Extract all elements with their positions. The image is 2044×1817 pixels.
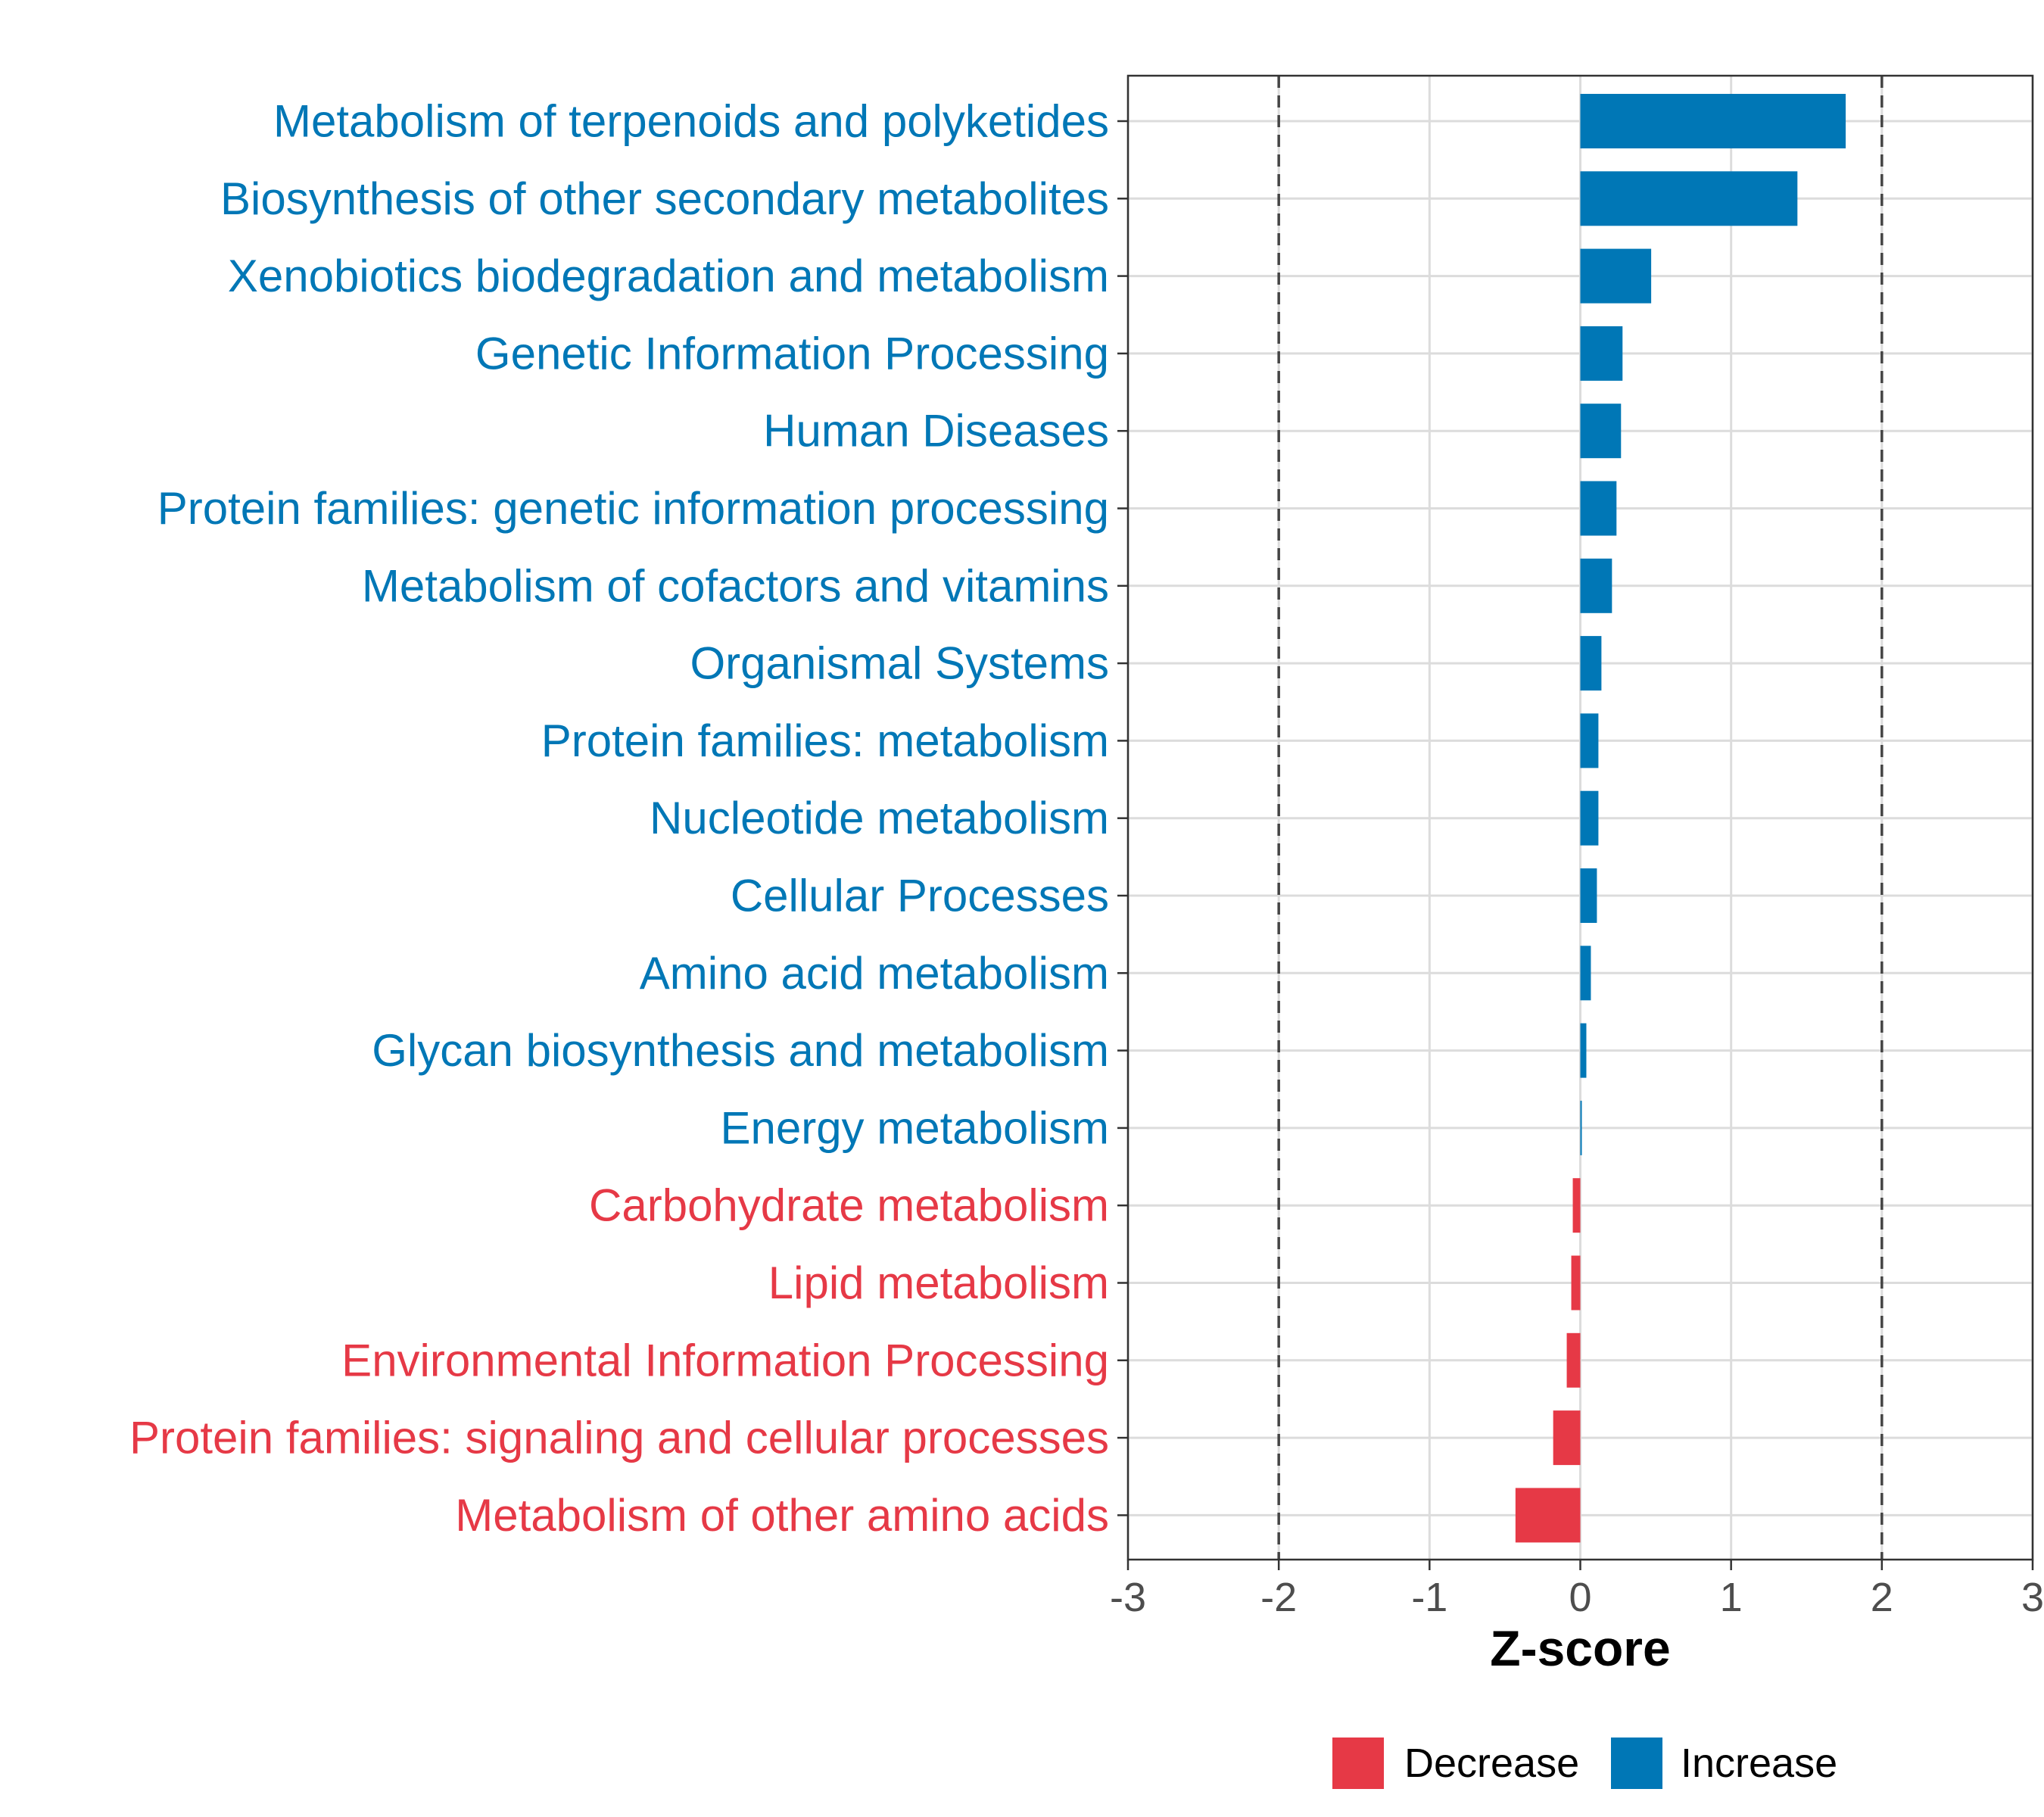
category-label: Metabolism of terpenoids and polyketides [273,96,1109,147]
bar [1581,946,1591,1000]
bar [1581,559,1612,613]
bar [1581,791,1599,846]
category-label: Glycan biosynthesis and metabolism [372,1025,1109,1076]
category-label: Protein families: signaling and cellular… [129,1413,1109,1463]
x-tick-label: 3 [2021,1575,2044,1620]
category-labels: Metabolism of terpenoids and polyketides… [129,96,1109,1541]
category-label: Xenobiotics biodegradation and metabolis… [228,251,1109,301]
legend-label-decrease: Decrease [1404,1741,1579,1786]
category-label: Environmental Information Processing [341,1335,1109,1385]
category-label: Energy metabolism [720,1102,1109,1153]
category-label: Lipid metabolism [768,1258,1109,1308]
bar [1573,1178,1581,1233]
bar [1572,1256,1581,1311]
bar [1581,404,1622,458]
category-label: Human Diseases [763,406,1109,457]
legend-label-increase: Increase [1681,1741,1837,1786]
x-tick-label: -1 [1411,1575,1447,1620]
bar [1581,94,1846,148]
bar [1581,636,1602,690]
category-label: Nucleotide metabolism [650,793,1109,843]
bar [1581,868,1597,923]
x-ticks: -3 -2 -1 0 1 2 3 [1110,1560,2044,1620]
bar [1581,713,1599,768]
category-label: Protein families: metabolism [541,715,1109,766]
x-tick-label: 0 [1569,1575,1591,1620]
category-label: Cellular Processes [731,871,1109,921]
category-label: Organismal Systems [690,638,1109,689]
legend-swatch-increase [1611,1738,1662,1789]
x-tick-label: 1 [1720,1575,1743,1620]
bar [1581,171,1798,226]
bar [1581,249,1652,304]
category-label: Carbohydrate metabolism [589,1180,1109,1231]
bar [1581,1101,1582,1155]
x-tick-label: -2 [1260,1575,1297,1620]
x-axis-title: Z-score [1490,1620,1670,1676]
category-label: Metabolism of other amino acids [455,1490,1109,1541]
bar [1516,1488,1581,1542]
zscore-bar-chart: Metabolism of terpenoids and polyketides… [0,0,2044,1817]
bar [1553,1410,1581,1465]
category-label: Metabolism of cofactors and vitamins [362,560,1109,611]
category-label: Biosynthesis of other secondary metaboli… [220,173,1109,224]
category-label: Genetic Information Processing [475,328,1109,379]
legend: Decrease Increase [1332,1738,1837,1789]
x-tick-label: -3 [1110,1575,1146,1620]
bar [1567,1333,1581,1388]
bar [1581,482,1617,536]
bar [1581,1024,1587,1078]
x-tick-label: 2 [1871,1575,1893,1620]
bar [1581,326,1623,381]
y-ticks [1117,121,1128,1515]
category-label: Protein families: genetic information pr… [157,483,1109,534]
legend-swatch-decrease [1332,1738,1384,1789]
category-label: Amino acid metabolism [640,948,1109,999]
